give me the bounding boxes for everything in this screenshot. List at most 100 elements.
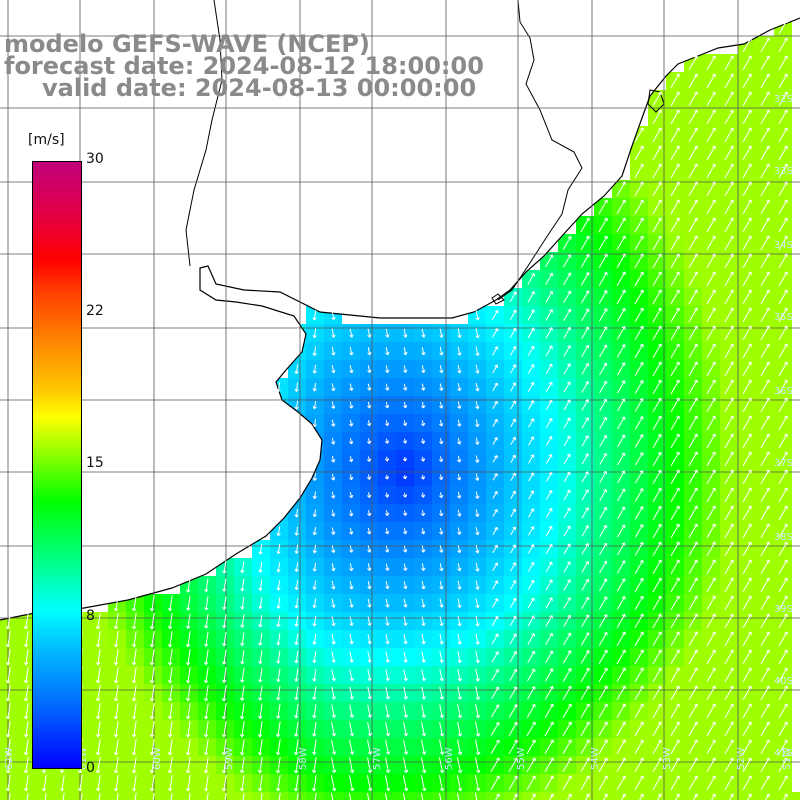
wind-vector [349, 757, 355, 773]
wind-vector [385, 704, 390, 718]
wind-vector [294, 668, 299, 682]
wind-vector [742, 649, 752, 665]
wind-vector [5, 757, 11, 774]
wind-vector [742, 523, 752, 539]
wind-vector [331, 704, 337, 718]
wind-vector [545, 472, 553, 482]
wind-vector [778, 181, 788, 197]
wind-vector [240, 632, 245, 647]
wind-vector [652, 631, 662, 647]
wind-vector [670, 325, 680, 341]
wind-vector [149, 613, 155, 630]
latitude-label: 35S [774, 312, 793, 323]
wind-vector [760, 379, 770, 395]
wind-vector [439, 739, 445, 755]
wind-vector [778, 541, 788, 557]
wind-vector [367, 545, 372, 553]
wind-vector [616, 703, 626, 719]
wind-vector [617, 452, 626, 466]
wind-vector [457, 580, 462, 590]
wind-vector [652, 721, 662, 737]
wind-vector [149, 631, 155, 648]
wind-vector [598, 614, 608, 628]
wind-vector [367, 633, 372, 645]
wind-vector [670, 757, 680, 773]
wind-vector [670, 631, 680, 647]
wind-vector [706, 451, 716, 467]
wind-vector [385, 581, 390, 590]
wind-vector [544, 757, 554, 773]
wind-vector [545, 597, 553, 609]
wind-vector [742, 685, 752, 701]
wind-vector [760, 73, 770, 89]
wind-vector [562, 236, 572, 250]
wind-vector [778, 685, 788, 701]
wind-vector [634, 775, 644, 791]
wind-vector [706, 541, 716, 557]
wind-vector [616, 578, 626, 592]
wind-cell [432, 792, 450, 800]
wind-vector [724, 199, 734, 215]
wind-vector [421, 545, 426, 553]
wind-vector [366, 438, 372, 444]
wind-vector [509, 580, 517, 590]
wind-vector [760, 559, 770, 575]
wind-vector [331, 669, 336, 682]
wind-vector [670, 505, 680, 521]
wind-vector [634, 559, 644, 574]
wind-vector [421, 563, 426, 571]
wind-vector [688, 289, 698, 305]
wind-vector [598, 721, 608, 737]
wind-vector [599, 488, 608, 501]
wind-vector [475, 364, 480, 374]
wind-vector [116, 793, 119, 800]
wind-vector [706, 469, 716, 485]
wind-vector [349, 401, 354, 409]
wind-vector [688, 163, 698, 179]
wind-vector [598, 685, 608, 701]
wind-vector [149, 721, 155, 738]
wind-vector [634, 271, 644, 287]
wind-vector [98, 793, 101, 800]
wind-vector [186, 595, 191, 611]
wind-vector [113, 703, 119, 720]
wind-cell [468, 792, 486, 800]
longitude-label: 53W [662, 747, 673, 770]
wind-vector [760, 739, 770, 755]
wind-vector [113, 667, 119, 684]
coastline [0, 17, 800, 621]
wind-vector [276, 382, 281, 393]
wind-vector [348, 775, 355, 792]
wind-vector [724, 433, 734, 449]
wind-vector [742, 613, 752, 629]
wind-vector [331, 686, 336, 700]
wind-vector [276, 597, 281, 609]
wind-vector [616, 560, 626, 574]
latitude-label: 40S [774, 676, 793, 687]
wind-cell [756, 792, 774, 800]
wind-vector [221, 739, 227, 756]
wind-vector [778, 361, 788, 377]
wind-vector [385, 545, 390, 553]
wind-vector [492, 455, 498, 463]
wind-cell [522, 792, 540, 800]
wind-vector [616, 289, 626, 305]
wind-vector [420, 775, 427, 792]
wind-vector [778, 415, 788, 431]
wind-vector [491, 309, 499, 320]
wind-vector [331, 739, 337, 755]
latitude-label: 38S [774, 532, 793, 543]
wind-cell [630, 792, 648, 800]
wind-vector [778, 325, 788, 341]
wind-vector [634, 416, 644, 430]
wind-vector [294, 633, 299, 646]
wind-vector [167, 613, 173, 630]
wind-vector [706, 667, 716, 683]
wind-vector [384, 793, 388, 800]
wind-vector [385, 616, 390, 626]
wind-vector [688, 505, 698, 521]
wind-cell [486, 792, 504, 800]
wind-vector [711, 793, 716, 800]
wind-vector [652, 163, 662, 179]
wind-vector [475, 346, 480, 356]
